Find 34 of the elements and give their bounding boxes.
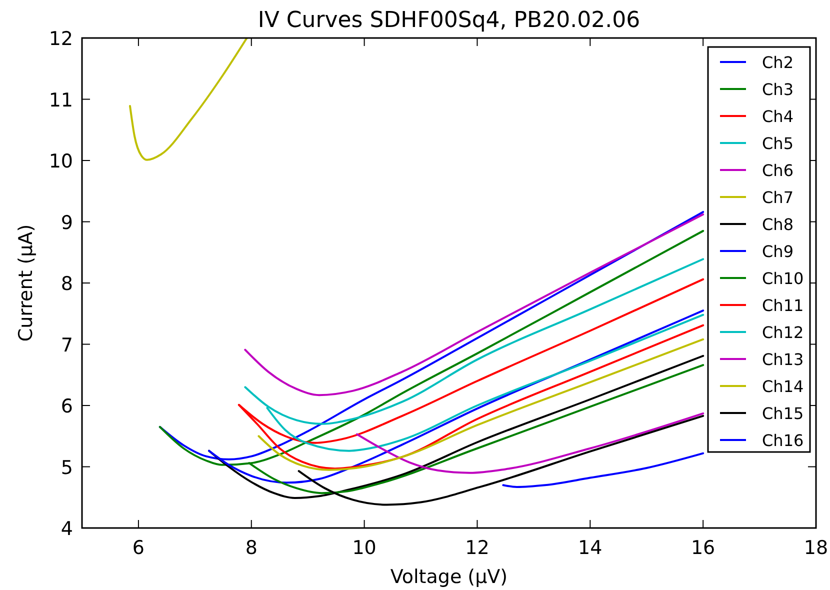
x-tick-label: 14 (578, 537, 602, 559)
x-tick-label: 8 (245, 537, 258, 559)
y-tick-label: 9 (60, 212, 73, 234)
y-tick-label: 5 (60, 456, 73, 479)
legend-label: Ch8 (762, 215, 794, 234)
legend-label: Ch10 (762, 269, 804, 288)
legend-label: Ch3 (762, 80, 794, 99)
legend-label: Ch16 (762, 431, 804, 450)
legend-label: Ch11 (762, 296, 804, 315)
y-tick-label: 8 (60, 273, 73, 295)
y-axis-title: Current (μA) (15, 224, 37, 342)
y-tick-label: 11 (48, 89, 73, 112)
legend-label: Ch14 (762, 377, 804, 396)
y-tick-label: 12 (48, 28, 73, 50)
legend-label: Ch2 (762, 53, 794, 72)
legend-label: Ch9 (762, 242, 794, 261)
chart-title: IV Curves SDHF00Sq4, PB20.02.06 (258, 8, 640, 33)
legend-label: Ch13 (762, 350, 804, 369)
x-tick-label: 16 (690, 537, 716, 559)
legend-label: Ch12 (762, 323, 804, 342)
y-tick-label: 7 (60, 334, 73, 356)
legend-label: Ch15 (762, 404, 804, 423)
y-tick-label: 10 (48, 150, 73, 172)
legend-label: Ch6 (762, 161, 794, 180)
x-tick-label: 12 (465, 537, 490, 559)
x-tick-label: 6 (132, 537, 145, 559)
x-tick-label: 10 (352, 537, 376, 559)
legend-label: Ch7 (762, 188, 794, 207)
x-axis-title: Voltage (μV) (390, 566, 508, 588)
y-tick-label: 6 (60, 396, 73, 418)
legend-label: Ch5 (762, 134, 794, 153)
x-tick-label: 18 (804, 537, 828, 559)
legend-label: Ch4 (762, 107, 794, 126)
y-tick-label: 4 (60, 518, 73, 540)
